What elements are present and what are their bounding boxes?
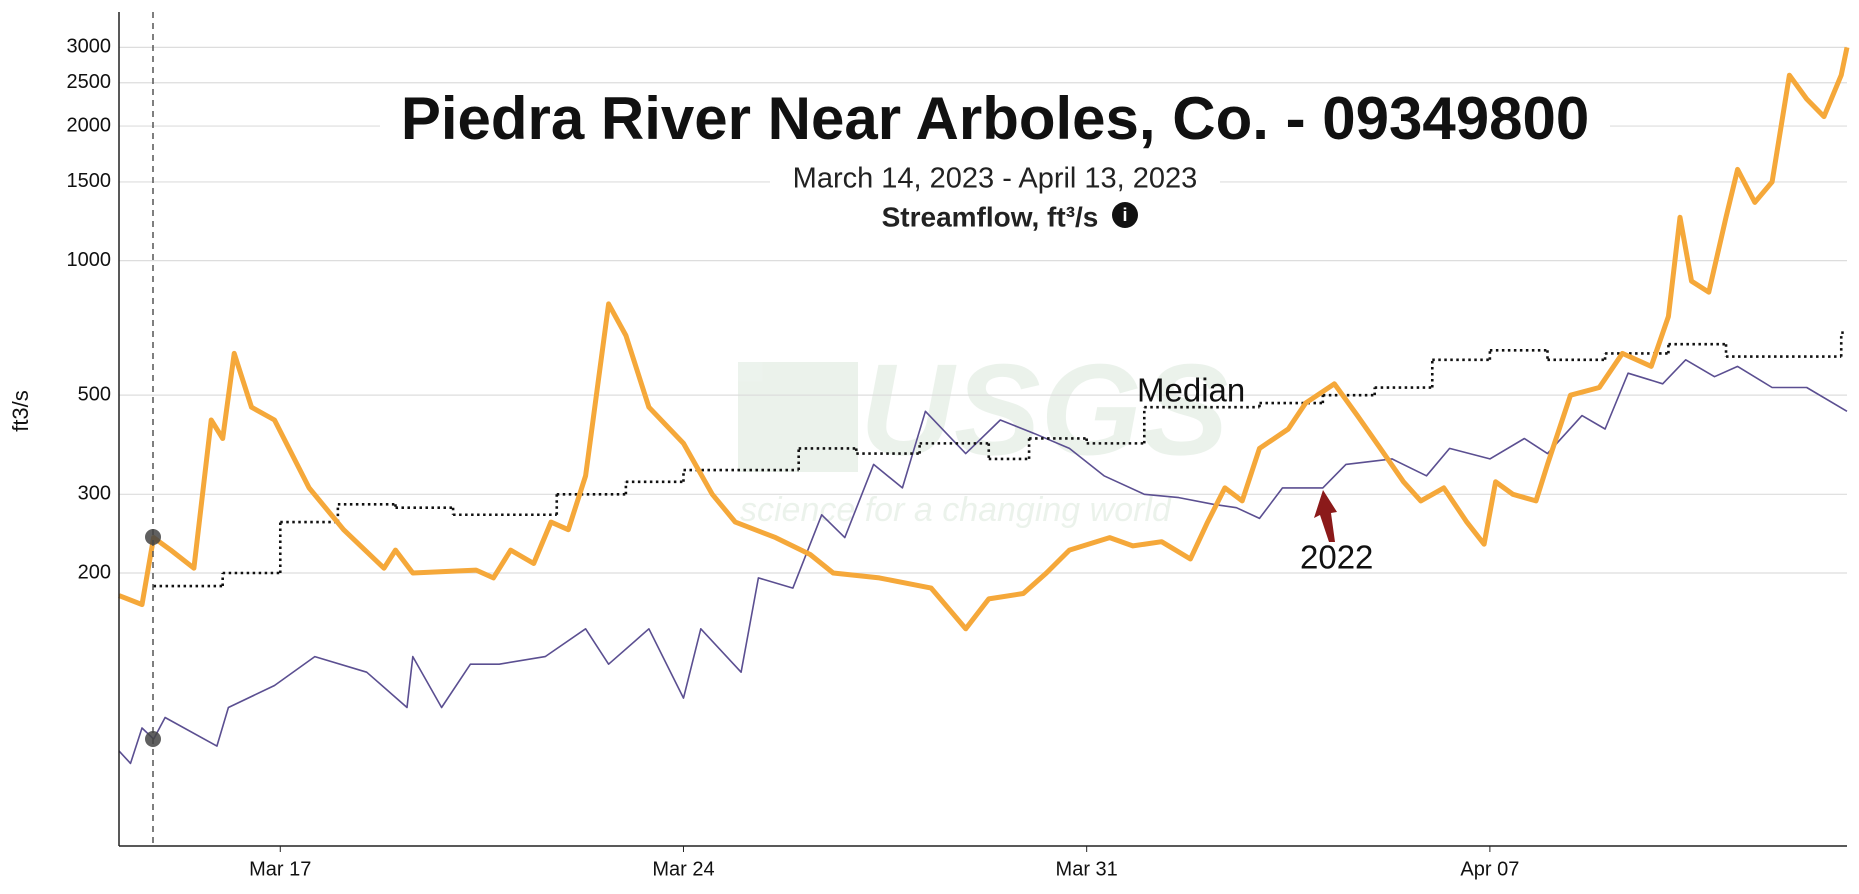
title-background [380, 85, 1610, 165]
variable-label: Streamflow, ft³/s [882, 201, 1099, 232]
chart-subtitle: March 14, 2023 - April 13, 2023 [793, 163, 1198, 195]
annotation-2022: 2022 [1300, 539, 1373, 576]
series-line [118, 359, 1848, 765]
plot-area [118, 46, 1850, 765]
watermark-tagline: science for a changing world [740, 491, 1172, 529]
y-axis-label: ft3/s [8, 390, 33, 432]
annotation-arrow [1314, 490, 1337, 542]
watermark-logo: USGS [860, 336, 1228, 482]
chart-title: Piedra River Near Arboles, Co. - 0934980… [401, 85, 1589, 152]
y-tick-label: 3000 [67, 36, 112, 58]
info-icon-glyph: i [1122, 205, 1127, 225]
y-tick-label: 1000 [67, 249, 112, 271]
cursor-dot [145, 731, 161, 747]
y-tick-label: 1500 [67, 170, 112, 192]
y-tick-label: 2500 [67, 71, 112, 93]
title-background [770, 160, 1220, 240]
x-tick-label: Mar 17 [249, 858, 311, 880]
y-tick-label: 500 [78, 383, 111, 405]
info-icon[interactable] [1112, 202, 1138, 228]
series-line [118, 46, 1850, 632]
y-tick-label: 300 [78, 483, 111, 505]
x-tick-label: Mar 24 [652, 858, 714, 880]
y-tick-label: 2000 [67, 114, 112, 136]
x-tick-label: Apr 07 [1460, 858, 1519, 880]
x-tick-label: Mar 31 [1056, 858, 1118, 880]
median-annotation: Median [1137, 372, 1245, 409]
watermark: USGS science for a changing world [738, 336, 1228, 529]
watermark-logo-box [738, 362, 858, 472]
cursor-dot [145, 529, 161, 545]
y-tick-label: 200 [78, 561, 111, 583]
